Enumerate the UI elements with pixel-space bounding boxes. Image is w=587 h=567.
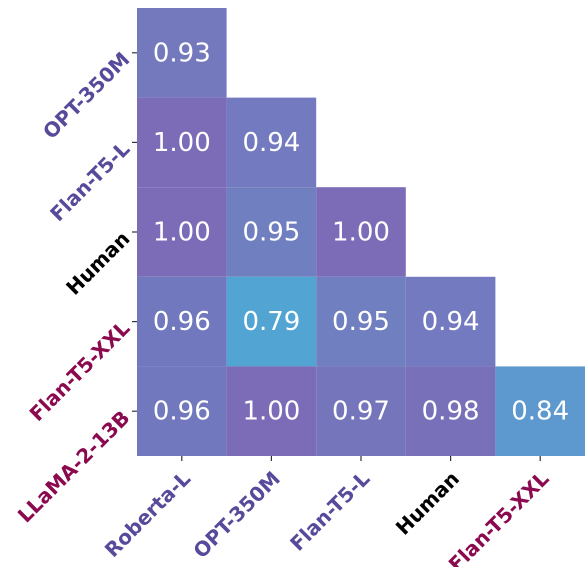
cell-value-label: 0.95 bbox=[332, 307, 390, 337]
x-tick-label: Human bbox=[391, 466, 464, 539]
cell-value-label: 0.94 bbox=[422, 307, 480, 337]
x-tick-label: Roberta-L bbox=[100, 466, 196, 562]
x-tick-label: OPT-350M bbox=[188, 466, 284, 562]
cell-value-label: 0.94 bbox=[242, 128, 300, 158]
heatmap-cell bbox=[226, 187, 317, 277]
cell-value-label: 0.97 bbox=[332, 397, 390, 427]
cell-value-label: 1.00 bbox=[332, 218, 390, 248]
heatmap-cell bbox=[405, 366, 496, 456]
cell-value-label: 0.79 bbox=[242, 307, 300, 337]
cell-value-label: 0.96 bbox=[153, 397, 211, 427]
cell-value-label: 0.96 bbox=[153, 307, 211, 337]
y-tick-label: Human bbox=[61, 226, 134, 299]
heatmap-cell bbox=[495, 366, 585, 456]
cell-value-label: 0.98 bbox=[422, 397, 480, 427]
heatmap-cell bbox=[226, 97, 317, 188]
y-tick-label: Flan-T5-L bbox=[45, 137, 134, 226]
x-tick-label: Flan-T5-L bbox=[285, 466, 374, 555]
heatmap-cell bbox=[405, 276, 496, 367]
heatmap-cell bbox=[226, 276, 317, 367]
heatmap-cell bbox=[137, 366, 227, 456]
cell-value-label: 1.00 bbox=[153, 218, 211, 248]
heatmap-cell bbox=[316, 366, 406, 456]
cell-value-label: 0.84 bbox=[511, 397, 569, 427]
heatmap-cell bbox=[137, 97, 227, 188]
cell-value-label: 1.00 bbox=[153, 128, 211, 158]
cell-value-label: 1.00 bbox=[242, 397, 300, 427]
heatmap-cell bbox=[137, 187, 227, 277]
heatmap-cell bbox=[226, 366, 317, 456]
heatmap-cell bbox=[137, 8, 227, 98]
heatmap-cell bbox=[316, 187, 406, 277]
heatmap-cell bbox=[316, 276, 406, 367]
cell-value-label: 0.95 bbox=[242, 218, 300, 248]
cell-value-label: 0.93 bbox=[153, 38, 211, 68]
y-tick-label: OPT-350M bbox=[38, 47, 134, 143]
heatmap-cell bbox=[137, 276, 227, 367]
y-tick-label: LLaMA-2-13B bbox=[13, 406, 135, 528]
